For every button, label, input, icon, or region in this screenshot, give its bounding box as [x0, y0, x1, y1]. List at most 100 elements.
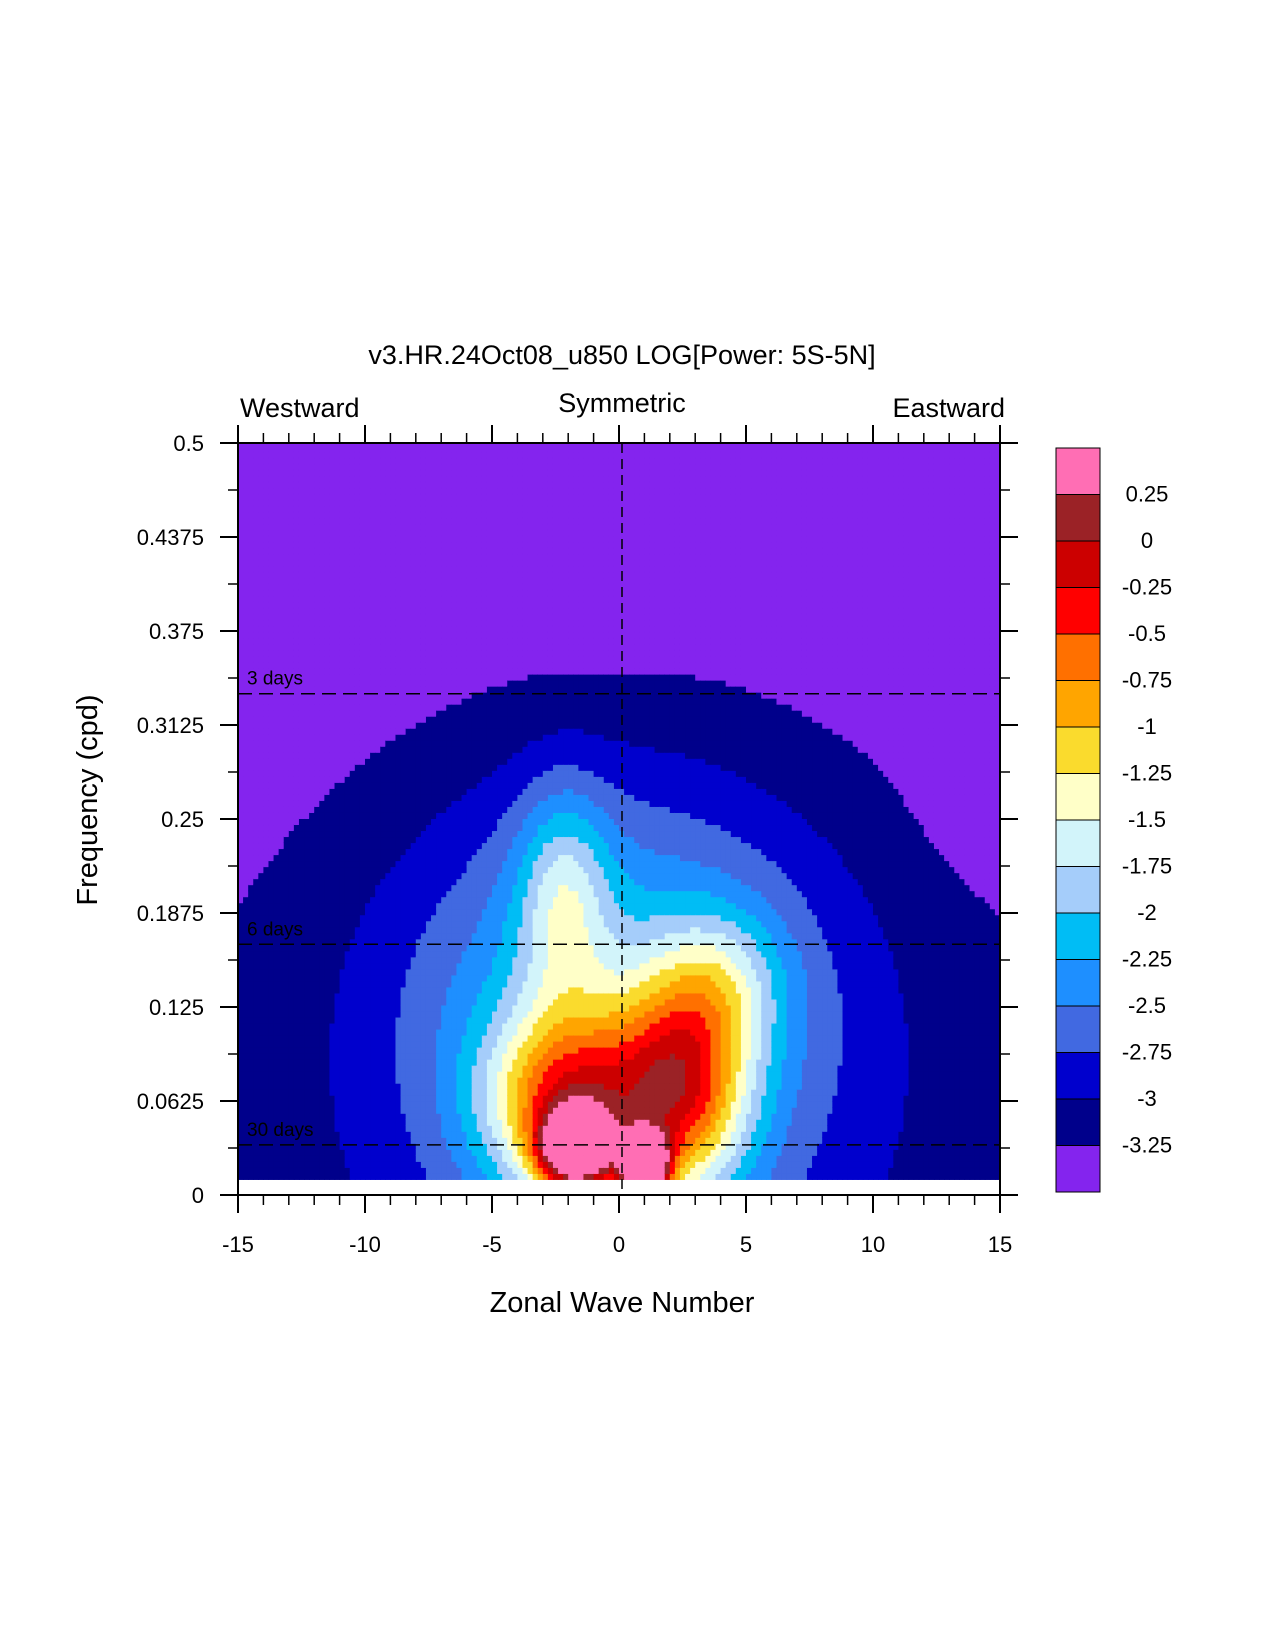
contour-cell	[304, 451, 310, 459]
contour-cell	[238, 1034, 244, 1042]
contour-cell	[304, 1101, 310, 1108]
contour-cell	[243, 752, 249, 759]
contour-cell	[304, 1010, 310, 1018]
contour-cell	[268, 1059, 275, 1066]
contour-cell	[298, 553, 305, 561]
contour-cell	[238, 986, 244, 994]
contour-cell	[238, 547, 244, 555]
contour-cell	[405, 655, 412, 663]
contour-cell	[309, 746, 315, 753]
contour-cell	[354, 499, 361, 507]
contour-cell	[334, 1119, 341, 1126]
contour-cell	[410, 1119, 417, 1126]
contour-cell	[354, 619, 361, 627]
contour-cell	[238, 445, 244, 453]
contour-cell	[375, 553, 381, 561]
contour-cell	[436, 686, 442, 693]
contour-cell	[425, 758, 432, 765]
contour-cell	[390, 607, 397, 615]
contour-cell	[309, 487, 315, 495]
contour-cell	[248, 1089, 254, 1096]
contour-cell	[293, 475, 300, 483]
contour-cell	[370, 571, 376, 579]
contour-cell	[314, 463, 320, 471]
contour-cell	[420, 649, 427, 657]
contour-cell	[425, 475, 432, 483]
contour-cell	[288, 595, 295, 603]
contour-cell	[334, 914, 341, 922]
contour-cell	[258, 457, 264, 465]
contour-cell	[334, 716, 341, 723]
contour-cell	[436, 505, 442, 513]
contour-cell	[415, 1095, 422, 1102]
contour-cell	[253, 986, 259, 994]
contour-cell	[268, 764, 275, 771]
contour-cell	[405, 619, 412, 627]
contour-cell	[339, 511, 346, 519]
contour-cell	[425, 1131, 432, 1138]
contour-cell	[415, 860, 422, 868]
contour-cell	[380, 637, 386, 645]
contour-cell	[405, 1022, 412, 1030]
contour-cell	[304, 986, 310, 994]
contour-cell	[243, 848, 249, 856]
contour-cell	[243, 1167, 249, 1174]
contour-cell	[410, 637, 417, 645]
contour-cell	[349, 505, 356, 513]
contour-cell	[420, 547, 427, 555]
contour-cell	[441, 824, 447, 832]
contour-cell	[283, 565, 290, 573]
contour-cell	[339, 674, 346, 681]
contour-cell	[334, 830, 341, 838]
contour-cell	[380, 547, 386, 555]
contour-cell	[365, 908, 371, 916]
contour-cell	[304, 1137, 310, 1144]
contour-cell	[253, 1161, 259, 1168]
contour-cell	[405, 686, 412, 693]
contour-cell	[354, 1089, 361, 1096]
contour-cell	[410, 938, 417, 946]
contour-cell	[273, 734, 280, 741]
contour-cell	[410, 1089, 417, 1096]
contour-cell	[359, 577, 366, 585]
contour-cell	[370, 541, 376, 549]
contour-cell	[400, 704, 407, 711]
contour-cell	[370, 842, 376, 850]
contour-cell	[420, 848, 427, 856]
contour-cell	[319, 716, 325, 723]
contour-cell	[359, 836, 366, 844]
contour-cell	[258, 950, 264, 958]
contour-cell	[268, 854, 275, 862]
contour-cell	[288, 842, 295, 850]
contour-cell	[436, 535, 442, 543]
contour-cell	[349, 463, 356, 471]
contour-cell	[319, 848, 325, 856]
contour-cell	[319, 451, 325, 459]
contour-cell	[385, 457, 391, 465]
contour-cell	[253, 704, 259, 711]
contour-cell	[314, 541, 320, 549]
contour-cell	[359, 487, 366, 495]
contour-cell	[293, 800, 300, 807]
contour-cell	[405, 800, 412, 807]
contour-cell	[248, 902, 254, 910]
contour-cell	[283, 607, 290, 615]
contour-cell	[283, 878, 290, 886]
contour-cell	[420, 758, 427, 765]
contour-cell	[349, 1131, 356, 1138]
contour-cell	[365, 782, 371, 789]
contour-cell	[405, 463, 412, 471]
contour-cell	[329, 704, 336, 711]
contour-cell	[370, 1059, 376, 1066]
contour-cell	[431, 499, 437, 507]
contour-cell	[410, 481, 417, 489]
contour-cell	[400, 1083, 407, 1090]
contour-cell	[334, 1016, 341, 1024]
contour-cell	[410, 698, 417, 705]
contour-cell	[400, 878, 407, 886]
contour-cell	[400, 1047, 407, 1054]
contour-cell	[248, 674, 254, 681]
contour-cell	[273, 631, 280, 639]
contour-cell	[258, 872, 264, 880]
contour-cell	[410, 661, 417, 669]
